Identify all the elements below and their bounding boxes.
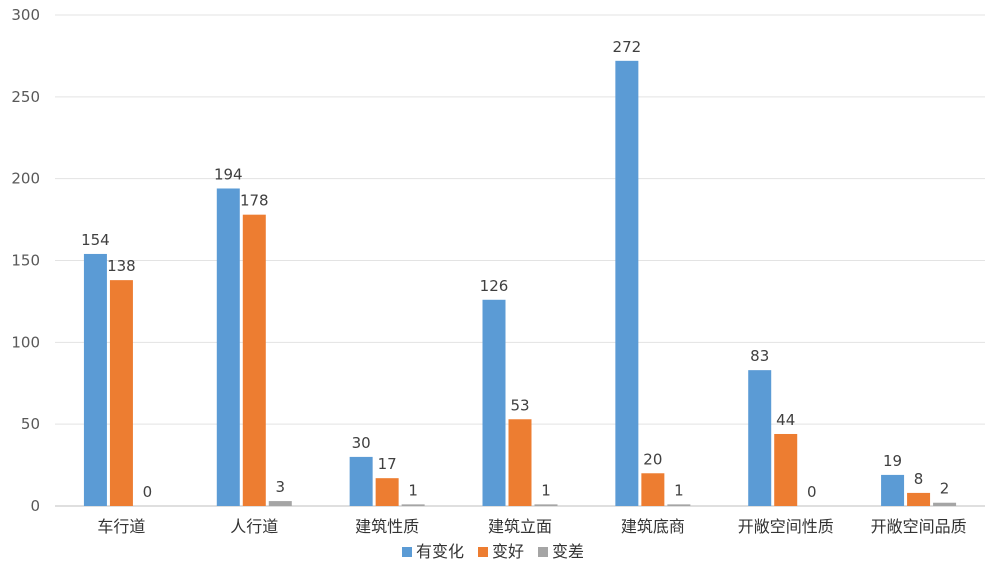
bar xyxy=(83,253,107,506)
data-label: 126 xyxy=(480,277,509,295)
bar xyxy=(268,501,292,506)
data-label: 2 xyxy=(940,480,950,498)
legend-swatch xyxy=(478,547,488,557)
data-label: 17 xyxy=(378,455,397,473)
bar xyxy=(375,478,399,506)
bar xyxy=(401,504,425,506)
y-tick-label: 150 xyxy=(11,252,40,270)
x-axis: 车行道 人行道 建筑性质 建筑立面 建筑底商 开敞空间性质 开敞空间品质 xyxy=(97,517,966,536)
bar xyxy=(667,504,691,506)
bar xyxy=(508,419,532,506)
x-tick-label: 建筑底商 xyxy=(621,517,685,536)
bar xyxy=(907,492,931,506)
data-label: 1 xyxy=(674,481,684,499)
bars xyxy=(83,60,957,507)
legend: 有变化 变好 变差 xyxy=(402,542,584,561)
bar xyxy=(774,433,798,506)
y-tick-label: 200 xyxy=(11,170,40,188)
data-label: 178 xyxy=(240,192,269,210)
legend-label: 变差 xyxy=(552,542,584,561)
data-label: 194 xyxy=(214,165,243,183)
bar xyxy=(242,214,266,506)
data-labels: 154 138 0 194 178 3 30 17 1 126 53 1 272 20 1 83 44 0 19 82 xyxy=(81,38,949,501)
x-tick-label: 人行道 xyxy=(230,517,278,536)
data-label: 44 xyxy=(776,411,795,429)
data-label: 138 xyxy=(107,257,136,275)
legend-swatch xyxy=(402,547,412,557)
x-tick-label: 开敞空间性质 xyxy=(738,517,834,536)
data-label: 19 xyxy=(883,452,902,470)
y-tick-label: 300 xyxy=(11,6,40,24)
bar xyxy=(881,474,905,506)
x-tick-label: 车行道 xyxy=(97,517,145,536)
y-tick-label: 50 xyxy=(21,415,40,433)
legend-label: 有变化 xyxy=(416,542,464,561)
legend-label: 变好 xyxy=(492,542,524,561)
bar xyxy=(482,299,506,506)
bar xyxy=(641,473,665,506)
gridlines xyxy=(55,14,985,507)
bar xyxy=(615,60,639,507)
bar xyxy=(216,188,240,506)
data-label: 0 xyxy=(807,483,817,501)
data-label: 20 xyxy=(643,450,662,468)
y-tick-label: 0 xyxy=(30,497,40,515)
bar xyxy=(534,504,558,506)
data-label: 1 xyxy=(541,481,551,499)
data-label: 0 xyxy=(143,483,153,501)
data-label: 8 xyxy=(914,470,924,488)
bar xyxy=(109,280,133,506)
y-tick-label: 250 xyxy=(11,88,40,106)
bar xyxy=(748,370,772,506)
y-axis: 0 50 100 150 200 250 300 xyxy=(11,6,40,515)
y-tick-label: 100 xyxy=(11,333,40,351)
data-label: 154 xyxy=(81,231,110,249)
legend-swatch xyxy=(538,547,548,557)
data-label: 53 xyxy=(510,396,529,414)
data-label: 1 xyxy=(408,481,418,499)
x-tick-label: 建筑性质 xyxy=(355,517,419,536)
x-tick-label: 建筑立面 xyxy=(488,517,552,536)
data-label: 272 xyxy=(613,38,642,56)
x-tick-label: 开敞空间品质 xyxy=(871,517,967,536)
bar xyxy=(933,502,957,506)
data-label: 3 xyxy=(276,478,286,496)
bar xyxy=(349,456,373,506)
data-label: 83 xyxy=(750,347,769,365)
data-label: 30 xyxy=(352,434,371,452)
